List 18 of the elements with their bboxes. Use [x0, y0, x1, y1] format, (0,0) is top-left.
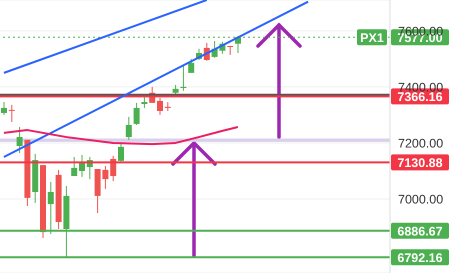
y-tick-label: 7000.00 — [398, 192, 444, 206]
candlestick — [16, 126, 23, 154]
candlestick — [8, 104, 15, 122]
candlestick — [188, 58, 194, 74]
candlestick — [126, 116, 132, 140]
candlestick — [79, 154, 85, 178]
line-series — [2, 126, 239, 146]
candlestick — [134, 102, 140, 126]
candlestick — [118, 142, 124, 164]
candlestick — [157, 97, 163, 116]
candlestick — [71, 156, 78, 177]
y-tick-label: 7200.00 — [398, 136, 444, 150]
ref-line-label: 6792.16 — [397, 250, 443, 265]
annotation: PX1 — [360, 30, 384, 45]
ref-line-label: 6886.67 — [397, 224, 443, 238]
ref-line-label: 7130.88 — [397, 156, 443, 170]
candlestick — [1, 102, 7, 116]
candlestick — [141, 96, 148, 108]
